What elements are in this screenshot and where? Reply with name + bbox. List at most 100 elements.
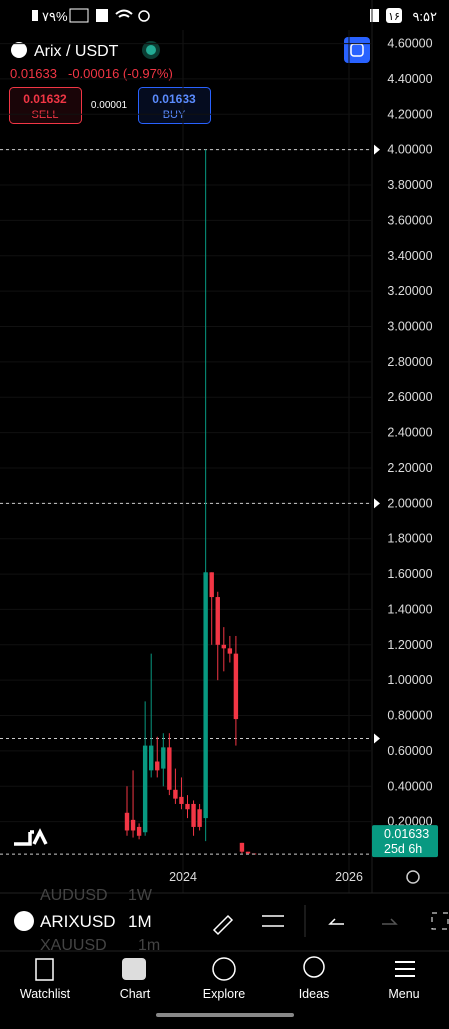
toolbar-symbol[interactable]: ARIXUSD: [40, 912, 116, 931]
y-tick-label: 2.80000: [387, 355, 432, 369]
candle-body: [173, 789, 178, 799]
candle-body: [142, 745, 148, 833]
next-interval: 1m: [138, 937, 160, 954]
undo-icon[interactable]: [328, 918, 344, 925]
toolbar-interval[interactable]: 1M: [128, 912, 152, 931]
alarm-icon: [138, 10, 150, 22]
y-tick-label: 1.20000: [387, 638, 432, 652]
prev-interval: 1W: [128, 887, 153, 904]
candle-body: [215, 597, 220, 645]
icon: [69, 8, 89, 23]
y-tick-label: 1.00000: [387, 673, 432, 687]
nav-label[interactable]: Explore: [203, 987, 245, 1001]
settings-icon[interactable]: [262, 915, 284, 927]
x-tick-label: 2026: [335, 870, 363, 884]
candle-body: [130, 819, 136, 831]
market-status-dot: [146, 45, 156, 55]
prev-symbol: AUDUSD: [40, 887, 108, 904]
change: -0.00016 (-0.97%): [68, 66, 173, 81]
candle-body: [124, 812, 130, 831]
candle-body: [197, 809, 202, 827]
y-tick-label: 0.40000: [387, 779, 432, 793]
nav-icon: [122, 958, 146, 980]
buy-price: 0.01633: [152, 92, 196, 106]
countdown: 25d 6h: [384, 842, 422, 856]
nav-bar: [35, 956, 415, 981]
buy-label: BUY: [163, 109, 186, 121]
line-handle: [374, 144, 380, 155]
y-tick-label: 4.60000: [387, 37, 432, 51]
candle-body: [227, 648, 233, 654]
candle-body: [149, 745, 154, 771]
settings-icon[interactable]: [406, 870, 420, 884]
nav-icon: [395, 961, 415, 977]
candle-body: [161, 747, 166, 769]
y-tick-label: 1.80000: [387, 532, 432, 546]
candle-body: [185, 803, 190, 810]
price: 0.01633: [10, 66, 57, 81]
battery: ۷۹%: [42, 9, 68, 24]
candle-body: [191, 803, 196, 827]
logo: [14, 828, 48, 846]
y-tick-label: 3.60000: [387, 213, 432, 227]
wifi-icon: [115, 9, 133, 18]
badge-bg: [386, 8, 402, 23]
symbol-logo: [14, 911, 34, 931]
nav-label[interactable]: Ideas: [299, 987, 330, 1001]
line-handle: [374, 733, 380, 744]
y-tick-label: 4.40000: [387, 72, 432, 86]
y-tick-label: 2.40000: [387, 426, 432, 440]
nav-icon: [212, 957, 236, 981]
redo-icon: [382, 918, 398, 925]
y-tick-label: 2.60000: [387, 390, 432, 404]
line-handle: [374, 498, 380, 509]
candle-body: [239, 842, 245, 852]
candle-body: [209, 572, 214, 598]
last-price-label: 0.01633: [384, 827, 429, 841]
y-tick-label: 2.00000: [387, 496, 432, 510]
time: ۹:۵۲: [412, 9, 437, 24]
fullscreen-icon[interactable]: [431, 912, 449, 930]
spread: 0.00001: [91, 100, 128, 111]
sell-price: 0.01632: [23, 92, 67, 106]
badge: ۱۶: [388, 11, 400, 23]
icon: [370, 9, 379, 22]
symbol-logo: [11, 42, 27, 58]
symbol: Arix / USDT: [34, 43, 119, 60]
y-tick-label: 3.40000: [387, 249, 432, 263]
y-tick-label: 4.20000: [387, 107, 432, 121]
candle-body: [155, 761, 160, 771]
last-price-box: [372, 825, 438, 858]
candle-body: [245, 851, 251, 854]
icon: [96, 9, 108, 22]
layout-button[interactable]: [344, 37, 370, 63]
nav-icon: [303, 956, 325, 978]
nav-label[interactable]: Watchlist: [20, 987, 71, 1001]
draw-icon[interactable]: [212, 914, 234, 936]
next-symbol: XAUUSD: [40, 937, 107, 954]
candle-body: [221, 644, 226, 649]
home-indicator: [156, 1013, 294, 1017]
y-tick-label: 1.40000: [387, 602, 432, 616]
battery-icon: [32, 10, 38, 21]
candle-body: [179, 796, 184, 804]
candle-body: [203, 572, 208, 819]
y-tick-label: 3.00000: [387, 320, 432, 334]
x-tick-label: 2024: [169, 870, 197, 884]
chart: 0.200000.400000.600000.800001.000001.200…: [0, 0, 438, 893]
y-tick-label: 0.80000: [387, 709, 432, 723]
candle-body: [233, 653, 239, 720]
nav-label[interactable]: Menu: [388, 987, 419, 1001]
y-tick-label: 1.60000: [387, 567, 432, 581]
nav-label[interactable]: Chart: [120, 987, 151, 1001]
y-tick-label: 3.80000: [387, 178, 432, 192]
candle-body: [136, 826, 142, 836]
status-bar: ۷۹% ۱۶ ۹:۵۲: [32, 8, 437, 24]
candle-body: [167, 747, 172, 790]
nav-icon: [35, 958, 54, 981]
y-tick-label: 0.60000: [387, 744, 432, 758]
sell-label: SELL: [32, 109, 59, 121]
y-tick-label: 4.00000: [387, 143, 432, 157]
